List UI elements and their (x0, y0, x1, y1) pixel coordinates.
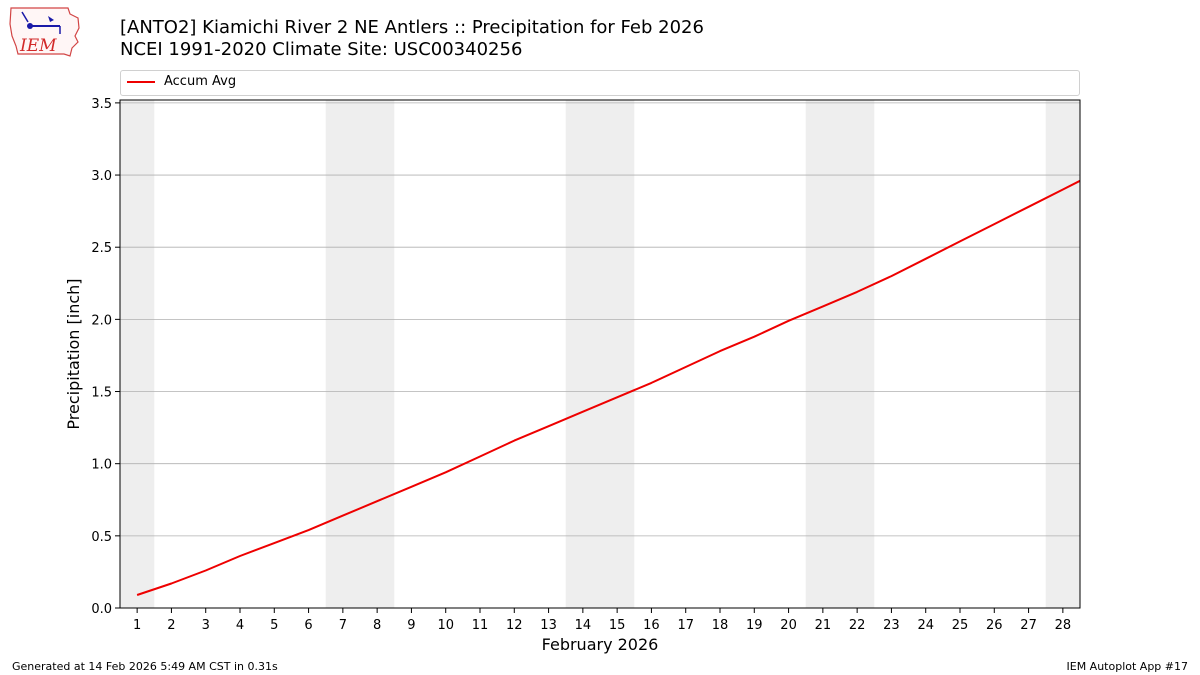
chart-title: [ANTO2] Kiamichi River 2 NE Antlers :: P… (120, 17, 704, 38)
weekend-band-1 (120, 100, 155, 608)
x-tick-label-11: 11 (472, 618, 489, 633)
x-tick-label-13: 13 (540, 618, 557, 633)
x-tick-label-24: 24 (917, 618, 934, 633)
x-tick-label-6: 6 (304, 618, 312, 633)
y-tick-label-0: 0.0 (91, 602, 112, 617)
x-tick-label-18: 18 (712, 618, 729, 633)
logo-text: IEM (19, 36, 57, 56)
plot-frame (119, 99, 1081, 609)
x-axis-label: February 2026 (542, 635, 659, 654)
series-line-accum-avg (136, 179, 1081, 596)
footer-generated: Generated at 14 Feb 2026 5:49 AM CST in … (12, 660, 278, 673)
x-tick-label-1: 1 (133, 618, 141, 633)
x-tick-label-19: 19 (746, 618, 763, 633)
x-tick-label-4: 4 (236, 618, 244, 633)
x-tick-label-10: 10 (437, 618, 454, 633)
y-tick-label-7: 3.5 (91, 97, 112, 112)
x-tick-label-25: 25 (952, 618, 969, 633)
legend-line-swatch (127, 81, 155, 83)
x-tick-label-15: 15 (609, 618, 626, 633)
y-tick-label-6: 3.0 (91, 169, 112, 184)
footer-app-id: IEM Autoplot App #17 (1066, 660, 1189, 673)
x-tick-label-17: 17 (677, 618, 694, 633)
y-tick-label-4: 2.0 (91, 313, 112, 328)
x-tick-label-23: 23 (883, 618, 900, 633)
chart-subtitle: NCEI 1991-2020 Climate Site: USC00340256 (120, 39, 523, 60)
x-tick-label-2: 2 (167, 618, 175, 633)
legend-label: Accum Avg (164, 74, 237, 89)
x-tick-label-14: 14 (575, 618, 592, 633)
x-tick-label-9: 9 (407, 618, 415, 633)
weekend-band-5 (1045, 100, 1080, 608)
x-tick-label-26: 26 (986, 618, 1003, 633)
y-tick-label-5: 2.5 (91, 241, 112, 256)
y-axis-label: Precipitation [inch] (64, 278, 83, 429)
x-tick-label-21: 21 (815, 618, 832, 633)
x-tick-label-22: 22 (849, 618, 866, 633)
x-tick-label-16: 16 (643, 618, 660, 633)
x-tick-label-5: 5 (270, 618, 278, 633)
x-tick-label-28: 28 (1055, 618, 1072, 633)
x-tick-label-12: 12 (506, 618, 523, 633)
x-tick-label-27: 27 (1020, 618, 1037, 633)
x-tick-label-7: 7 (339, 618, 347, 633)
x-tick-label-3: 3 (202, 618, 210, 633)
y-tick-label-3: 1.5 (91, 386, 112, 401)
weekend-band-3 (565, 100, 635, 608)
legend: Accum Avg (120, 70, 1080, 96)
iem-logo: IEM (9, 7, 80, 57)
weekend-band-4 (805, 100, 875, 608)
x-tick-label-8: 8 (373, 618, 381, 633)
y-tick-label-1: 0.5 (91, 530, 112, 545)
y-tick-label-2: 1.0 (91, 458, 112, 473)
weekend-band-2 (325, 100, 395, 608)
x-tick-label-20: 20 (780, 618, 797, 633)
